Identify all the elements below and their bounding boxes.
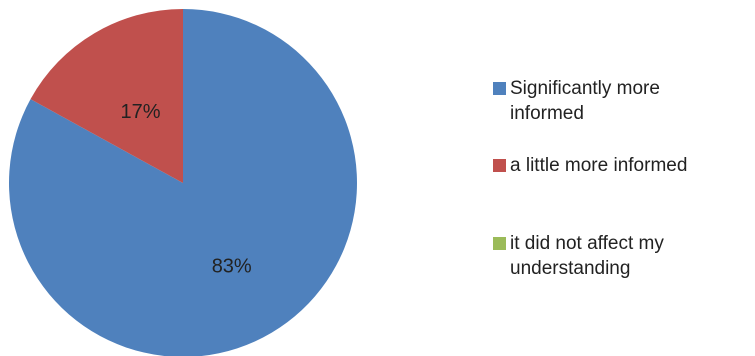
chart-legend: Significantly more informed a little mor…: [493, 76, 753, 279]
legend-label: it did not affect my understanding: [510, 233, 664, 279]
pie-slice-1: [30, 9, 183, 183]
legend-label: a little more informed: [510, 155, 688, 176]
legend-label: Significantly more informed: [510, 78, 660, 124]
legend-swatch-red: [493, 159, 506, 172]
slice-value-label-0: 83%: [212, 255, 252, 277]
pie-chart: 83% 17%: [8, 9, 357, 356]
legend-item-did-not-affect: it did not affect my understanding: [493, 231, 710, 281]
legend-item-a-little-more-informed: a little more informed: [493, 153, 687, 178]
slice-value-label-1: 17%: [120, 101, 160, 123]
pie-slice-0: [8, 9, 357, 356]
legend-item-significantly-more-informed: Significantly more informed: [493, 76, 753, 126]
legend-swatch-blue: [493, 82, 506, 95]
legend-swatch-green: [493, 237, 506, 250]
